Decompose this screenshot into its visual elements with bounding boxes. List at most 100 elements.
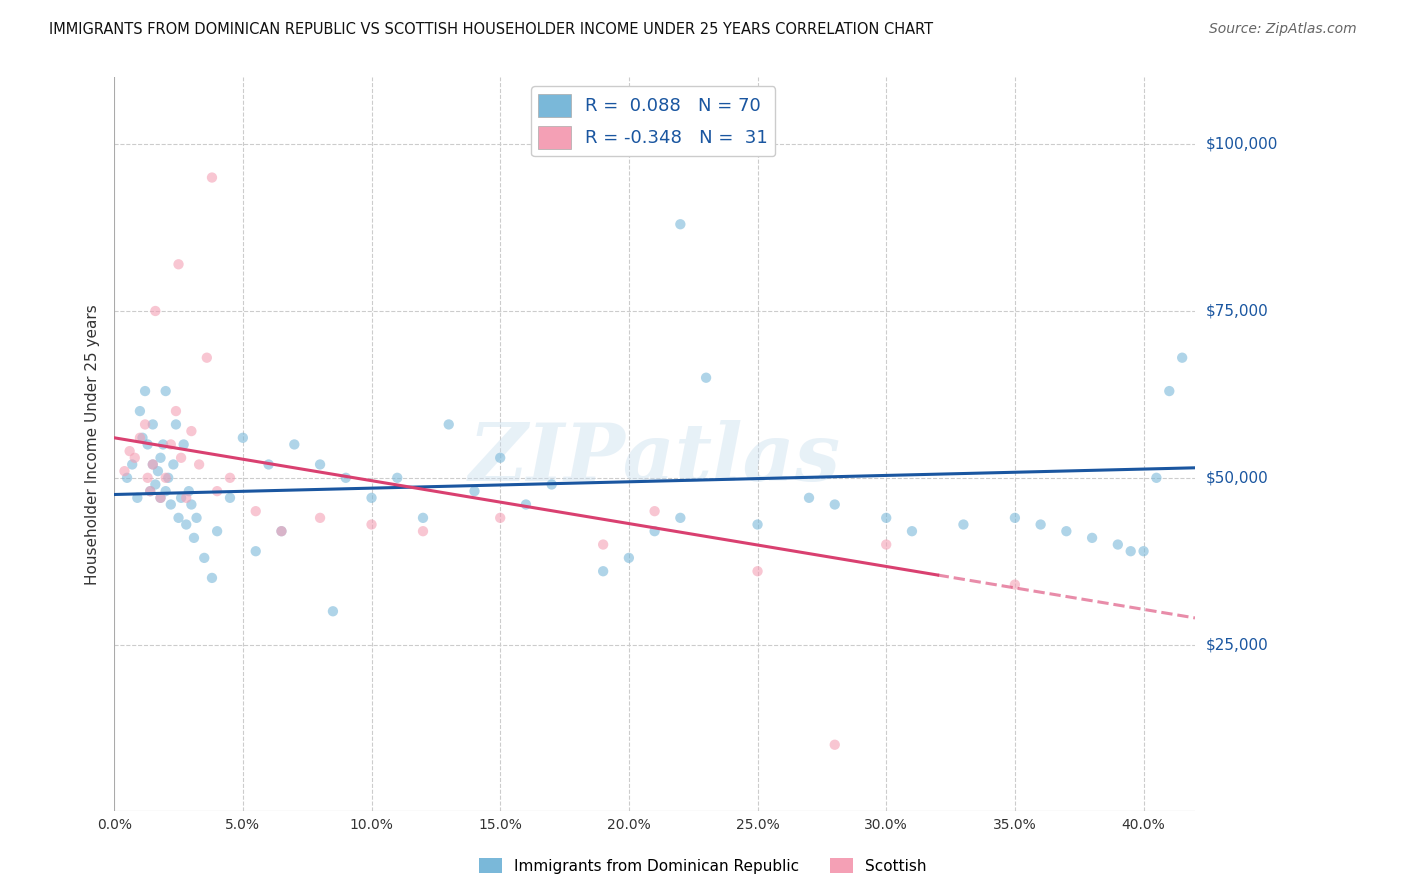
Point [747, 564, 769, 578]
Point [159, 437, 181, 451]
Point [1004, 511, 1026, 525]
Y-axis label: Householder Income Under 25 years: Householder Income Under 25 years [86, 304, 100, 585]
Point [1054, 524, 1077, 539]
Point [219, 491, 242, 505]
Point [195, 351, 218, 365]
Point [1144, 471, 1167, 485]
Point [165, 404, 187, 418]
Point [824, 738, 846, 752]
Text: IMMIGRANTS FROM DOMINICAN REPUBLIC VS SCOTTISH HOUSEHOLDER INCOME UNDER 25 YEARS: IMMIGRANTS FROM DOMINICAN REPUBLIC VS SC… [49, 22, 934, 37]
Point [170, 450, 193, 465]
Point [136, 437, 159, 451]
Point [1029, 517, 1052, 532]
Point [952, 517, 974, 532]
Point [167, 257, 190, 271]
Point [219, 471, 242, 485]
Point [360, 491, 382, 505]
Point [142, 417, 165, 432]
Point [177, 484, 200, 499]
Point [1119, 544, 1142, 558]
Point [139, 484, 162, 499]
Point [174, 491, 197, 505]
Point [149, 491, 172, 505]
Point [118, 444, 141, 458]
Point [149, 491, 172, 505]
Point [669, 511, 692, 525]
Point [121, 458, 143, 472]
Point [180, 424, 202, 438]
Text: $25,000: $25,000 [1206, 637, 1268, 652]
Point [188, 458, 211, 472]
Point [131, 431, 153, 445]
Point [193, 550, 215, 565]
Point [142, 458, 165, 472]
Point [1081, 531, 1104, 545]
Point [309, 511, 332, 525]
Point [360, 517, 382, 532]
Point [232, 431, 254, 445]
Point [139, 484, 162, 499]
Point [149, 450, 172, 465]
Point [245, 504, 267, 518]
Point [155, 384, 177, 398]
Point [463, 484, 485, 499]
Point [1171, 351, 1194, 365]
Point [205, 484, 228, 499]
Point [335, 471, 357, 485]
Text: $100,000: $100,000 [1206, 136, 1278, 152]
Point [309, 458, 332, 472]
Point [180, 498, 202, 512]
Point [174, 517, 197, 532]
Point [134, 384, 156, 398]
Point [824, 498, 846, 512]
Point [201, 170, 224, 185]
Point [669, 217, 692, 231]
Point [489, 450, 512, 465]
Point [797, 491, 820, 505]
Point [115, 471, 138, 485]
Point [183, 531, 205, 545]
Text: Source: ZipAtlas.com: Source: ZipAtlas.com [1209, 22, 1357, 37]
Point [145, 477, 167, 491]
Point [283, 437, 305, 451]
Point [136, 471, 159, 485]
Point [152, 437, 174, 451]
Point [644, 524, 666, 539]
Text: $75,000: $75,000 [1206, 303, 1268, 318]
Point [592, 537, 614, 551]
Point [617, 550, 640, 565]
Legend: Immigrants from Dominican Republic, Scottish: Immigrants from Dominican Republic, Scot… [474, 852, 932, 880]
Point [747, 517, 769, 532]
Point [155, 471, 177, 485]
Point [134, 417, 156, 432]
Point [1132, 544, 1154, 558]
Point [1004, 577, 1026, 591]
Point [489, 511, 512, 525]
Point [159, 498, 181, 512]
Point [875, 537, 897, 551]
Point [901, 524, 924, 539]
Point [270, 524, 292, 539]
Point [644, 504, 666, 518]
Point [540, 477, 562, 491]
Point [201, 571, 224, 585]
Point [1107, 537, 1129, 551]
Point [270, 524, 292, 539]
Point [124, 450, 146, 465]
Point [412, 511, 434, 525]
Point [322, 604, 344, 618]
Point [167, 511, 190, 525]
Point [162, 458, 184, 472]
Point [592, 564, 614, 578]
Point [114, 464, 136, 478]
Point [129, 404, 152, 418]
Point [146, 464, 169, 478]
Point [695, 370, 717, 384]
Point [875, 511, 897, 525]
Point [245, 544, 267, 558]
Point [205, 524, 228, 539]
Point [170, 491, 193, 505]
Point [155, 484, 177, 499]
Point [145, 304, 167, 318]
Point [142, 458, 165, 472]
